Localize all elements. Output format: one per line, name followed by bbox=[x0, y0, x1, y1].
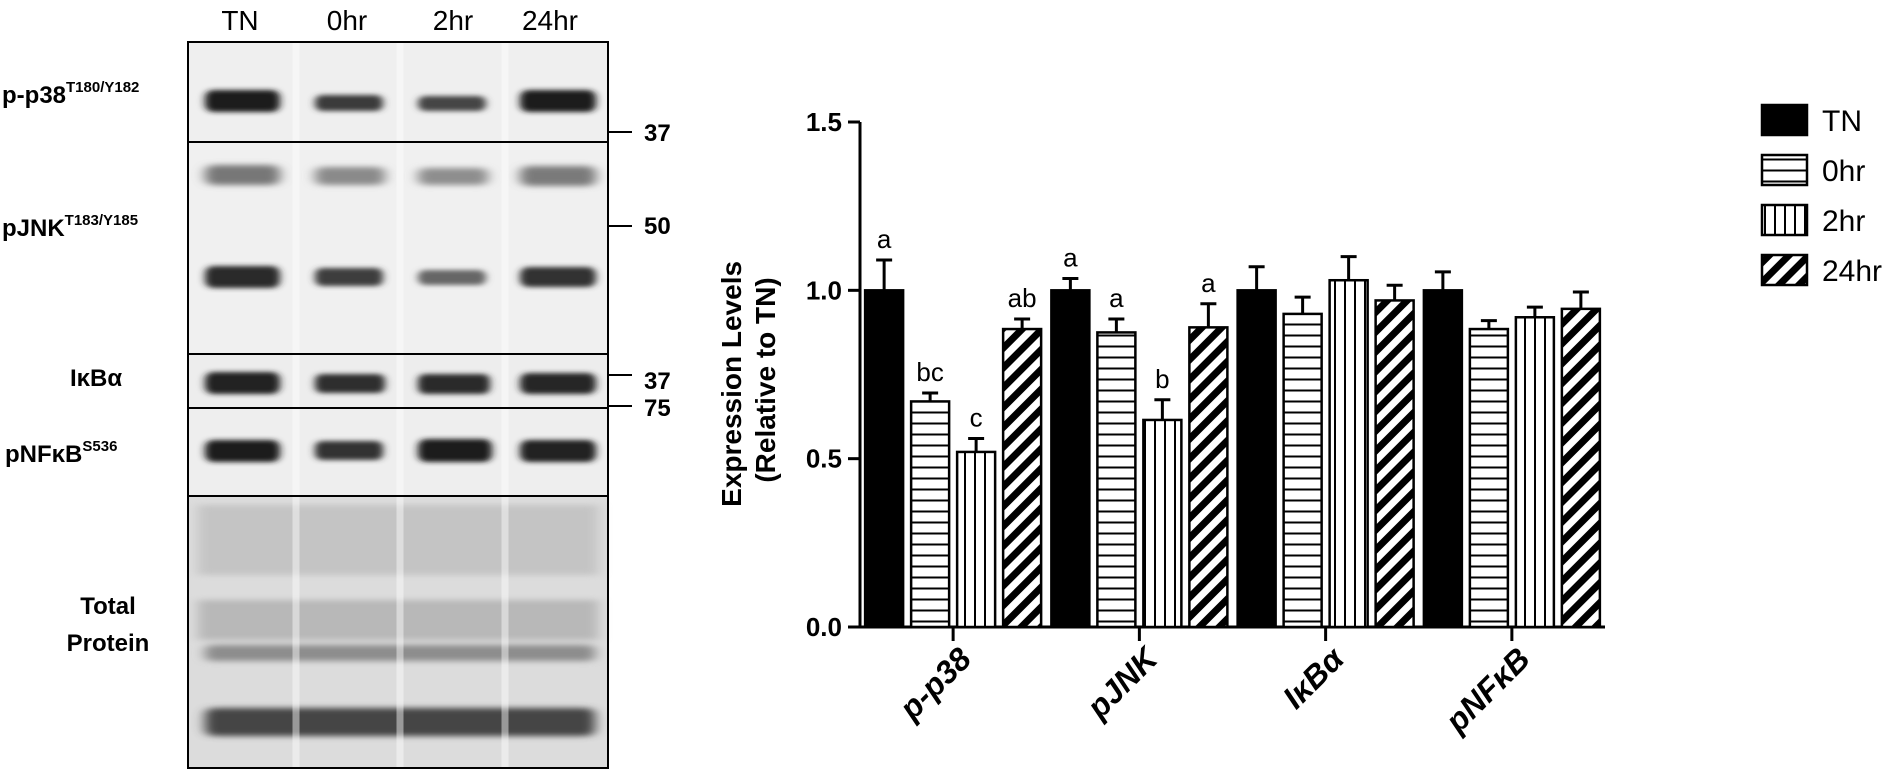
western-blot-panel: TN 0hr 2hr 24hr bbox=[2, 5, 671, 769]
legend-label: 2hr bbox=[1822, 205, 1865, 238]
bar bbox=[1001, 327, 1043, 629]
legend-label: TN bbox=[1822, 105, 1862, 138]
blot-row-label: Total bbox=[80, 593, 136, 620]
significance-letter: a bbox=[1201, 268, 1216, 298]
significance-letter: a bbox=[1063, 243, 1078, 273]
bar-chart: Expression Levels (Relative to TN) 0.0 0.… bbox=[716, 103, 1882, 740]
y-tick-label: 1.5 bbox=[806, 107, 842, 137]
svg-text:37: 37 bbox=[644, 120, 671, 147]
bar bbox=[1050, 289, 1091, 629]
bar bbox=[1236, 289, 1277, 629]
bar bbox=[1142, 418, 1183, 629]
legend-label: 24hr bbox=[1822, 255, 1882, 288]
significance-letter: a bbox=[1109, 283, 1124, 313]
blot-total-protein-smear bbox=[198, 505, 598, 736]
bar bbox=[1560, 307, 1602, 629]
lane-label: 2hr bbox=[433, 5, 473, 36]
y-tick-label: 0.5 bbox=[806, 444, 842, 474]
bar bbox=[1374, 299, 1415, 629]
blot-row-label: p-p38T180/Y182 bbox=[2, 79, 139, 109]
x-tick-label: IκBα bbox=[1276, 640, 1352, 716]
blot-row-label: pNFκBS536 bbox=[5, 438, 117, 468]
mw-marker: 50 bbox=[608, 213, 671, 240]
lane-dividers bbox=[292, 42, 509, 768]
blot-row-label: Protein bbox=[67, 630, 150, 657]
blot-row-label: pJNKT183/Y185 bbox=[2, 212, 138, 242]
lane-label: 24hr bbox=[522, 5, 578, 36]
significance-letter: c bbox=[970, 402, 983, 432]
bar bbox=[1282, 312, 1323, 629]
legend-label: 0hr bbox=[1822, 155, 1865, 188]
legend-swatch bbox=[1760, 253, 1809, 287]
bar bbox=[1468, 327, 1510, 629]
blot-bands-p-p38 bbox=[205, 90, 596, 112]
lane-label: 0hr bbox=[327, 5, 367, 36]
blot-row-label: IκBα bbox=[70, 365, 122, 392]
bar bbox=[909, 400, 951, 629]
blot-bands-pnfkb bbox=[205, 439, 596, 462]
blot-bands-ikba bbox=[205, 372, 596, 394]
x-tick-label: pNFκB bbox=[1438, 640, 1537, 739]
blot-bands-pjnk-lower bbox=[205, 266, 596, 288]
bar bbox=[1422, 289, 1464, 629]
significance-letter: b bbox=[1155, 364, 1169, 394]
bar bbox=[863, 289, 905, 629]
legend: TN 0hr 2hr 24hr bbox=[1760, 103, 1882, 288]
lane-label: TN bbox=[221, 5, 258, 36]
y-axis-label: Expression Levels (Relative to TN) bbox=[716, 253, 781, 507]
bar bbox=[955, 450, 997, 629]
svg-text:37: 37 bbox=[644, 368, 671, 395]
y-tick-label: 0.0 bbox=[806, 612, 842, 642]
blot-bands-pjnk-upper bbox=[205, 165, 596, 186]
svg-text:75: 75 bbox=[644, 395, 671, 422]
bar bbox=[1188, 326, 1229, 629]
legend-swatch bbox=[1760, 103, 1809, 137]
y-tick-label: 1.0 bbox=[806, 275, 842, 305]
x-tick-label: p-p38 bbox=[892, 640, 979, 727]
significance-letter: a bbox=[877, 224, 892, 254]
mw-marker: 37 bbox=[608, 120, 671, 147]
legend-swatch bbox=[1760, 153, 1809, 187]
significance-letter: bc bbox=[916, 357, 943, 387]
significance-letter: ab bbox=[1008, 283, 1037, 313]
mw-marker: 37 bbox=[608, 368, 671, 395]
mw-marker: 75 bbox=[608, 395, 671, 422]
legend-swatch bbox=[1760, 203, 1809, 237]
bar bbox=[1514, 316, 1556, 629]
x-tick-label: pJNK bbox=[1079, 638, 1166, 725]
bar bbox=[1328, 278, 1369, 629]
bar bbox=[1096, 331, 1137, 629]
svg-text:50: 50 bbox=[644, 213, 671, 240]
